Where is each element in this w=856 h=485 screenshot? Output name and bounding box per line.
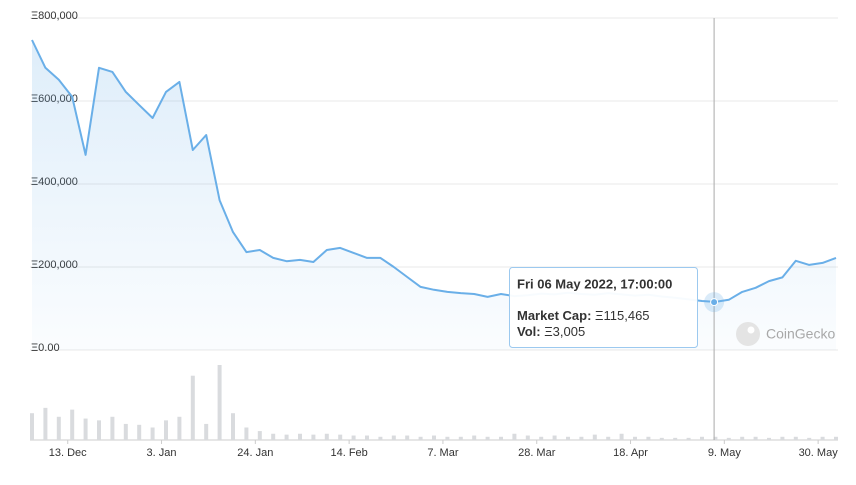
volume-bar [43, 407, 48, 440]
hover-point [710, 298, 719, 307]
volume-bar [432, 435, 436, 440]
volume-bar [56, 416, 61, 440]
volume-bar [244, 427, 249, 440]
tooltip: Fri 06 May 2022, 17:00:00 Market Cap: Ξ1… [509, 267, 698, 348]
y-tick-label: Ξ800,000 [31, 10, 78, 22]
volume-bar [365, 435, 369, 440]
volume-bar [231, 413, 235, 440]
x-tick-label: 9. May [708, 447, 742, 459]
tooltip-value: Ξ3,005 [544, 324, 585, 339]
volume-bar [673, 437, 678, 440]
volume-bar [592, 434, 597, 440]
volume-bar [204, 423, 209, 440]
volume-bar [123, 423, 128, 440]
tooltip-row: Market Cap: Ξ115,465 [517, 308, 650, 323]
volume-bar [767, 437, 771, 440]
volume-bar [726, 437, 731, 440]
tooltip-value: Ξ115,465 [595, 308, 649, 323]
volume-bar [686, 437, 691, 440]
volume-bar [137, 424, 142, 440]
volume-bar [659, 437, 664, 440]
volume-bar [271, 433, 276, 440]
volume-bar [338, 434, 343, 440]
volume-bar [566, 436, 570, 440]
volume-bar [257, 431, 262, 440]
tooltip-label: Vol: [517, 324, 541, 339]
volume-bar [834, 436, 838, 440]
x-tick-label: 14. Feb [330, 447, 367, 459]
x-tick-label: 13. Dec [49, 447, 87, 459]
tooltip-box [509, 267, 698, 348]
volume-bar [97, 420, 101, 440]
x-tick-label: 30. May [799, 447, 839, 459]
volume-bar [700, 436, 704, 440]
volume-bar [150, 427, 155, 440]
volume-bar [512, 433, 517, 440]
volume-bar [445, 436, 450, 440]
volume-bar [539, 436, 544, 440]
volume-bar [217, 365, 222, 440]
volume-bar [579, 436, 584, 440]
volume-bar [164, 420, 168, 440]
volume-bar [190, 375, 195, 440]
volume-bar [485, 436, 490, 440]
x-tick-label: 28. Mar [518, 447, 556, 459]
volume-bar [418, 436, 423, 440]
x-tick-label: 18. Apr [613, 447, 648, 459]
tooltip-date: Fri 06 May 2022, 17:00:00 [517, 276, 672, 291]
volume-bar [284, 434, 289, 440]
volume-bar [499, 436, 503, 440]
x-tick-label: 3. Jan [147, 447, 177, 459]
volume-bar [405, 435, 410, 440]
area [32, 40, 836, 350]
volume-bar [619, 433, 624, 440]
volume-bar [606, 436, 611, 440]
volume-bar [472, 435, 477, 440]
tooltip-label: Market Cap: [517, 308, 591, 323]
watermark-text: CoinGecko [766, 326, 835, 342]
volume-bar [110, 416, 115, 440]
volume-bar [70, 409, 75, 440]
x-tick-label: 7. Mar [427, 447, 459, 459]
volume-bar [298, 433, 302, 440]
volume-bar [713, 436, 718, 440]
volume-bar [646, 436, 651, 440]
volume-bar [525, 435, 530, 440]
line [31, 39, 837, 303]
volume-bar [740, 436, 745, 440]
watermark: CoinGecko [736, 322, 835, 346]
watermark-icon [736, 322, 760, 346]
volume-bar [633, 436, 637, 440]
tooltip-row: Vol: Ξ3,005 [517, 324, 585, 339]
volume-bar [324, 433, 329, 440]
volume-bar [820, 436, 825, 440]
volume-bar [83, 418, 88, 440]
volume-bar [753, 436, 758, 440]
volume-bar [351, 435, 356, 440]
volume-bar [458, 436, 463, 440]
volume-bar [552, 435, 557, 440]
volume-bar [793, 436, 798, 440]
volume-bar [807, 437, 812, 440]
volume-bar [780, 436, 785, 440]
volume-bar [177, 416, 182, 440]
watermark-icon-eye [747, 326, 755, 334]
volume-bar [30, 413, 34, 440]
volume-bar [311, 434, 316, 440]
volume-bar [391, 435, 396, 440]
volume-bar [378, 436, 383, 440]
x-tick-label: 24. Jan [237, 447, 273, 459]
